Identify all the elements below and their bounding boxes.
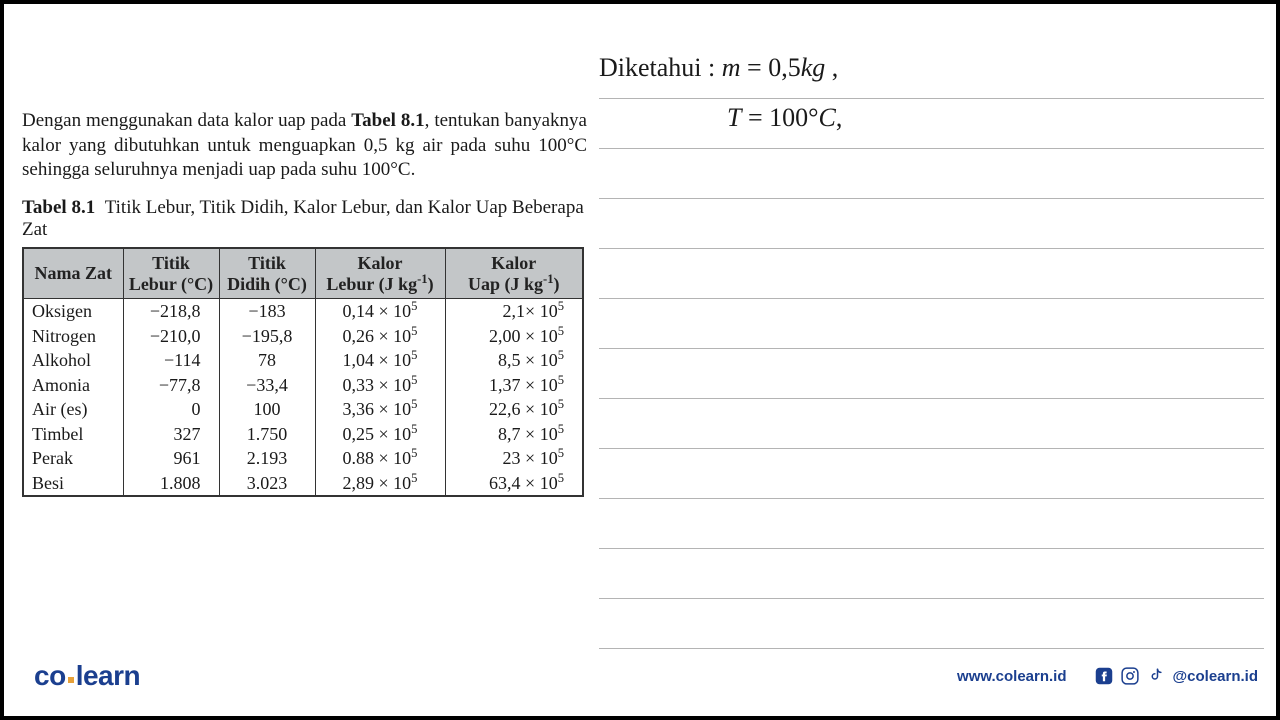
cell-lf: 0,33 × 105 [315, 373, 445, 398]
cell-lv: 8,5 × 105 [445, 348, 583, 373]
work-line [599, 149, 1264, 199]
problem-text: Dengan menggunakan data kalor uap pada T… [22, 109, 587, 183]
col-lv: KalorUap (J kg-1) [445, 248, 583, 299]
facebook-icon[interactable] [1095, 667, 1113, 685]
table-caption-label: Tabel 8.1 [22, 197, 95, 218]
cell-boil: 78 [219, 348, 315, 373]
footer-right: www.colearn.id @colearn.id [957, 667, 1258, 685]
cell-name: Alkohol [23, 348, 123, 373]
table-row: Air (es)01003,36 × 10522,6 × 105 [23, 397, 583, 422]
cell-boil: 100 [219, 397, 315, 422]
cell-lv: 2,1× 105 [445, 299, 583, 324]
col-lf: KalorLebur (J kg-1) [315, 248, 445, 299]
col-melt: TitikLebur (°C) [123, 248, 219, 299]
cell-lf: 3,36 × 105 [315, 397, 445, 422]
cell-lf: 0.88 × 105 [315, 446, 445, 471]
cell-lv: 63,4 × 105 [445, 471, 583, 497]
work-line: Diketahui : m = 0,5kg , [599, 49, 1264, 99]
work-line [599, 399, 1264, 449]
brand-dot-icon [68, 677, 74, 683]
social-group: @colearn.id [1095, 667, 1258, 685]
cell-boil: −183 [219, 299, 315, 324]
cell-lv: 23 × 105 [445, 446, 583, 471]
page: Dengan menggunakan data kalor uap pada T… [4, 4, 1276, 716]
table-row: Timbel3271.7500,25 × 1058,7 × 105 [23, 422, 583, 447]
work-line: T = 100°C, [599, 99, 1264, 149]
equation-temp: T = 100°C, [727, 103, 842, 133]
table-row: Perak9612.1930.88 × 10523 × 105 [23, 446, 583, 471]
cell-lv: 2,00 × 105 [445, 324, 583, 349]
work-line [599, 199, 1264, 249]
cell-melt: −210,0 [123, 324, 219, 349]
left-column: Dengan menggunakan data kalor uap pada T… [22, 109, 587, 497]
cell-name: Perak [23, 446, 123, 471]
cell-lf: 0,25 × 105 [315, 422, 445, 447]
equation-mass: Diketahui : m = 0,5kg , [599, 53, 838, 83]
data-table: Nama Zat TitikLebur (°C) TitikDidih (°C)… [22, 247, 584, 497]
brand-logo: colearn [34, 660, 140, 692]
table-caption-text: Titik Lebur, Titik Didih, Kalor Lebur, d… [22, 197, 584, 240]
work-line [599, 299, 1264, 349]
table-header-row: Nama Zat TitikLebur (°C) TitikDidih (°C)… [23, 248, 583, 299]
work-line [599, 249, 1264, 299]
work-line [599, 599, 1264, 649]
cell-name: Oksigen [23, 299, 123, 324]
footer-handle[interactable]: @colearn.id [1173, 668, 1258, 685]
table-row: Oksigen−218,8−1830,14 × 1052,1× 105 [23, 299, 583, 324]
cell-boil: 2.193 [219, 446, 315, 471]
instagram-icon[interactable] [1121, 667, 1139, 685]
footer: colearn www.colearn.id @colearn.id [34, 660, 1258, 692]
work-line [599, 499, 1264, 549]
cell-melt: 0 [123, 397, 219, 422]
cell-boil: −195,8 [219, 324, 315, 349]
cell-melt: 327 [123, 422, 219, 447]
table-caption: Tabel 8.1 Titik Lebur, Titik Didih, Kalo… [22, 197, 587, 241]
cell-boil: 1.750 [219, 422, 315, 447]
work-line [599, 549, 1264, 599]
brand-learn: learn [76, 660, 140, 691]
cell-lf: 1,04 × 105 [315, 348, 445, 373]
cell-melt: 961 [123, 446, 219, 471]
cell-lv: 1,37 × 105 [445, 373, 583, 398]
cell-lf: 0,26 × 105 [315, 324, 445, 349]
cell-melt: −218,8 [123, 299, 219, 324]
tiktok-icon[interactable] [1147, 667, 1165, 685]
cell-name: Amonia [23, 373, 123, 398]
brand-co: co [34, 660, 66, 691]
cell-melt: 1.808 [123, 471, 219, 497]
work-area: Diketahui : m = 0,5kg , T = 100°C, [599, 49, 1264, 649]
cell-name: Timbel [23, 422, 123, 447]
table-row: Alkohol−114781,04 × 1058,5 × 105 [23, 348, 583, 373]
cell-name: Air (es) [23, 397, 123, 422]
table-row: Amonia−77,8−33,40,33 × 1051,37 × 105 [23, 373, 583, 398]
cell-melt: −114 [123, 348, 219, 373]
cell-boil: −33,4 [219, 373, 315, 398]
cell-lv: 8,7 × 105 [445, 422, 583, 447]
cell-name: Besi [23, 471, 123, 497]
footer-url[interactable]: www.colearn.id [957, 668, 1066, 685]
table-body: Oksigen−218,8−1830,14 × 1052,1× 105Nitro… [23, 299, 583, 497]
cell-lf: 0,14 × 105 [315, 299, 445, 324]
work-line [599, 349, 1264, 399]
col-boil: TitikDidih (°C) [219, 248, 315, 299]
cell-boil: 3.023 [219, 471, 315, 497]
col-name: Nama Zat [23, 248, 123, 299]
cell-melt: −77,8 [123, 373, 219, 398]
cell-lv: 22,6 × 105 [445, 397, 583, 422]
table-row: Nitrogen−210,0−195,80,26 × 1052,00 × 105 [23, 324, 583, 349]
cell-name: Nitrogen [23, 324, 123, 349]
cell-lf: 2,89 × 105 [315, 471, 445, 497]
table-row: Besi1.8083.0232,89 × 10563,4 × 105 [23, 471, 583, 497]
work-line [599, 449, 1264, 499]
